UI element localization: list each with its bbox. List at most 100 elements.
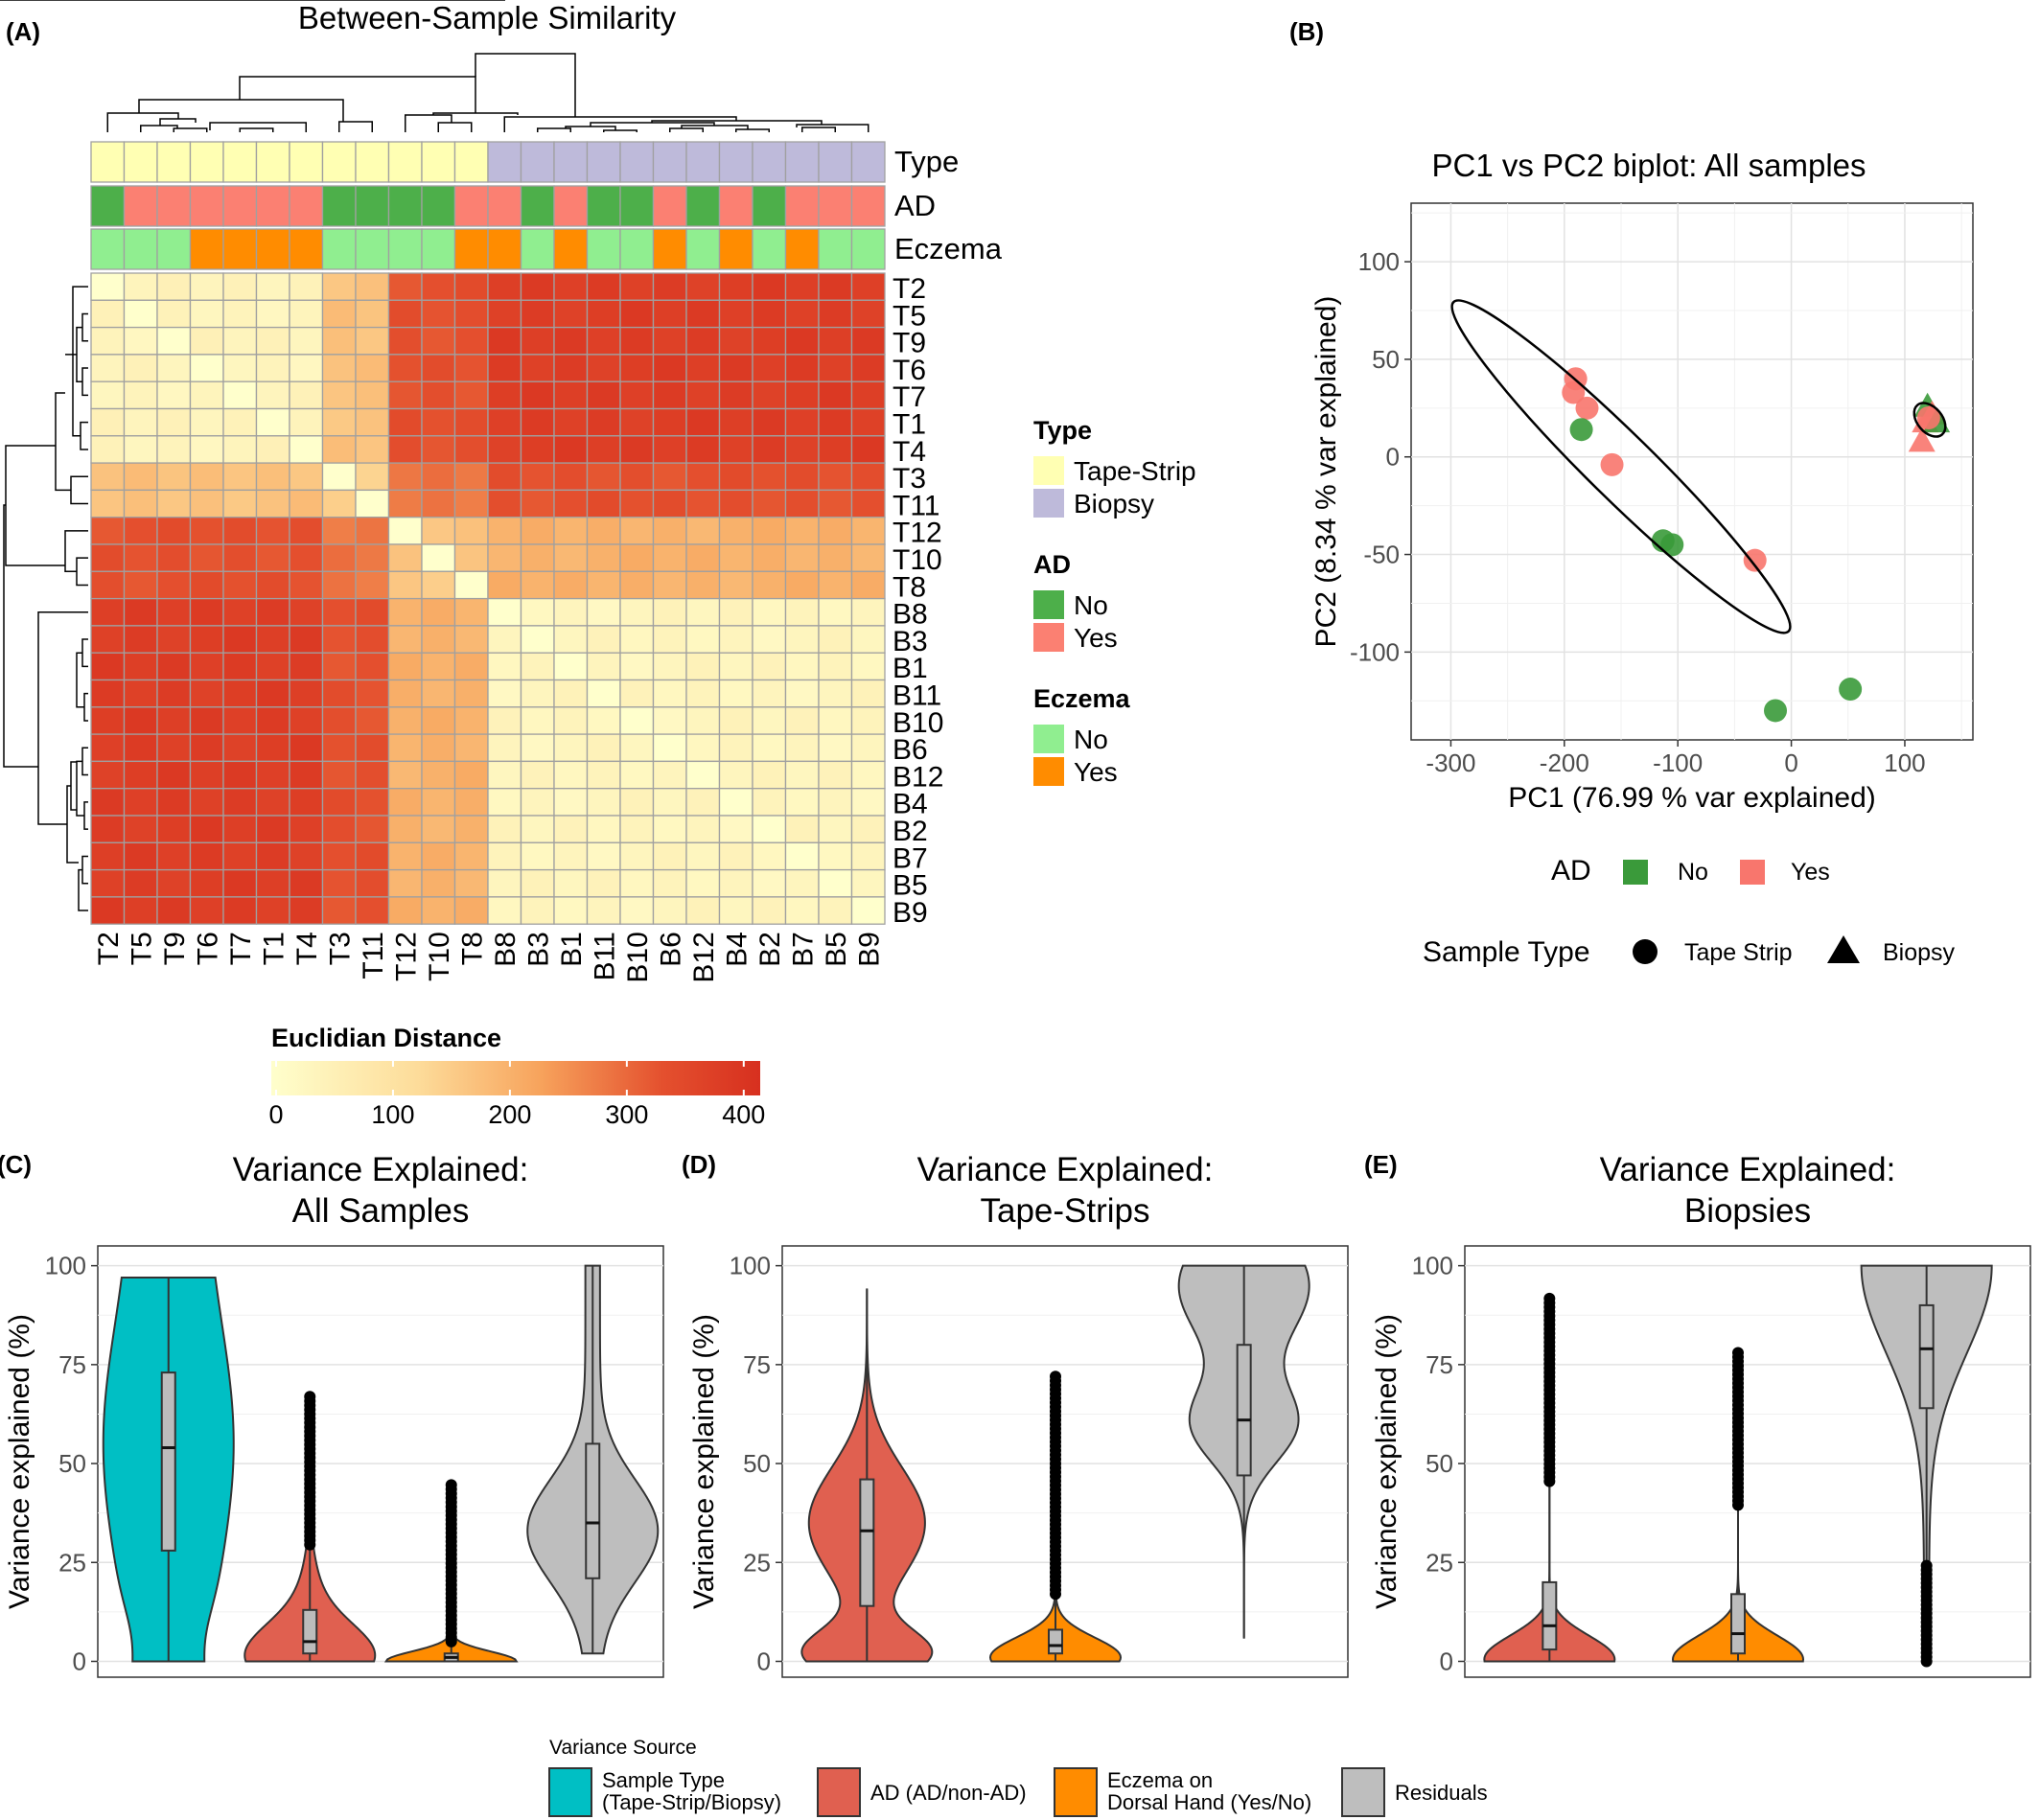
heatmap-cell [453,380,489,410]
heatmap-cell [784,841,820,871]
heatmap-cell [619,326,655,356]
annotation-cell-eczema [487,228,522,270]
heatmap-cell [718,435,753,464]
heatmap-cell [652,625,687,654]
heatmap-cell [189,435,224,464]
heatmap-cell [586,652,621,681]
heatmap-cell [387,597,423,627]
heatmap-cell [652,896,687,925]
annotation-cell-eczema [90,228,126,270]
column-label: T12 [391,932,423,981]
panel-label-b: (B) [1289,17,1324,46]
y-tick-label: 75 [58,1350,86,1379]
heatmap-cell [355,706,390,735]
heatmap-cell [90,570,126,600]
heatmap-cell [718,760,753,790]
annotation-cell-ad [355,185,390,227]
column-dendrogram [0,0,869,132]
annotation-cell-ad [520,185,555,227]
heatmap-cell [255,679,290,708]
violin-title: Biopsies [1684,1192,1811,1230]
heatmap-cell [652,272,687,301]
heatmap-cell [453,272,489,301]
heatmap-cell [553,570,589,600]
heatmap-cell [487,517,522,545]
annotation-cell-type [355,141,390,183]
heatmap-cell [189,841,224,871]
heatmap-cell [685,706,721,735]
heatmap-cell [222,652,258,681]
heatmap-cell [189,489,224,518]
heatmap-cell [255,625,290,654]
heatmap-cell [784,652,820,681]
heatmap-cell [784,597,820,627]
heatmap-cell [553,625,589,654]
heatmap-cell [123,760,158,790]
heatmap-cell [222,517,258,545]
y-tick-label: 75 [743,1350,771,1379]
heatmap-cell [784,788,820,817]
heatmap-cell [487,733,522,763]
y-tick-label: -100 [1350,637,1400,666]
heatmap-cell [189,868,224,898]
heatmap-cell [784,896,820,925]
row-label: T10 [892,544,942,576]
heatmap-cell [586,517,621,545]
panel-label-a: (A) [6,17,40,46]
dendrogram-link [72,286,88,437]
heatmap-cell [619,815,655,843]
heatmap-cell [453,652,489,681]
heatmap-cell [355,543,390,572]
heatmap-cell [652,354,687,382]
heatmap-cell [289,597,324,627]
heatmap-cell [289,815,324,843]
annotation-cell-ad [586,185,621,227]
heatmap-cell [255,326,290,356]
heatmap-cell [156,652,192,681]
column-label: B4 [722,932,753,967]
x-tick-label: 0 [1784,749,1797,777]
heatmap-cell [586,407,621,437]
heatmap-cell [685,326,721,356]
heatmap-cell [421,462,456,492]
row-label: B4 [892,789,928,820]
x-tick-label: 100 [1884,749,1925,777]
heatmap-cell [818,272,853,301]
heatmap-cell [90,543,126,572]
heatmap-cell [487,354,522,382]
legend-shape-circle [1633,939,1658,964]
column-label: B10 [622,932,654,982]
heatmap-cell [321,841,357,871]
row-label: B6 [892,734,928,766]
heatmap-cell [619,517,655,545]
heatmap-cell [156,760,192,790]
legend-item-label: AD (AD/non-AD) [870,1781,1027,1805]
annotation-cell-ad [156,185,192,227]
heatmap-cell [453,788,489,817]
heatmap-cell [90,517,126,545]
legend-item-label: Yes [1074,757,1118,787]
heatmap-cell [850,354,886,382]
heatmap-cell [520,489,555,518]
heatmap-cell [387,272,423,301]
heatmap-cell [156,706,192,735]
heatmap-cell [718,706,753,735]
x-tick-label: -100 [1653,749,1703,777]
heatmap-cell [784,326,820,356]
y-tick-label: 25 [743,1548,771,1577]
dendrogram-link [437,122,473,132]
heatmap-cell [387,652,423,681]
heatmap-cell [553,733,589,763]
violin-title: Variance Explained: [233,1151,529,1188]
annotation-cell-ad [784,185,820,227]
heatmap-cell [90,462,126,492]
annotation-cell-type [156,141,192,183]
heatmap-cell [355,570,390,600]
annotation-cell-type [685,141,721,183]
heatmap-cell [553,815,589,843]
heatmap-cell [718,679,753,708]
annotation-cell-type [487,141,522,183]
dendrogram-link [405,114,452,132]
heatmap-cell [255,815,290,843]
